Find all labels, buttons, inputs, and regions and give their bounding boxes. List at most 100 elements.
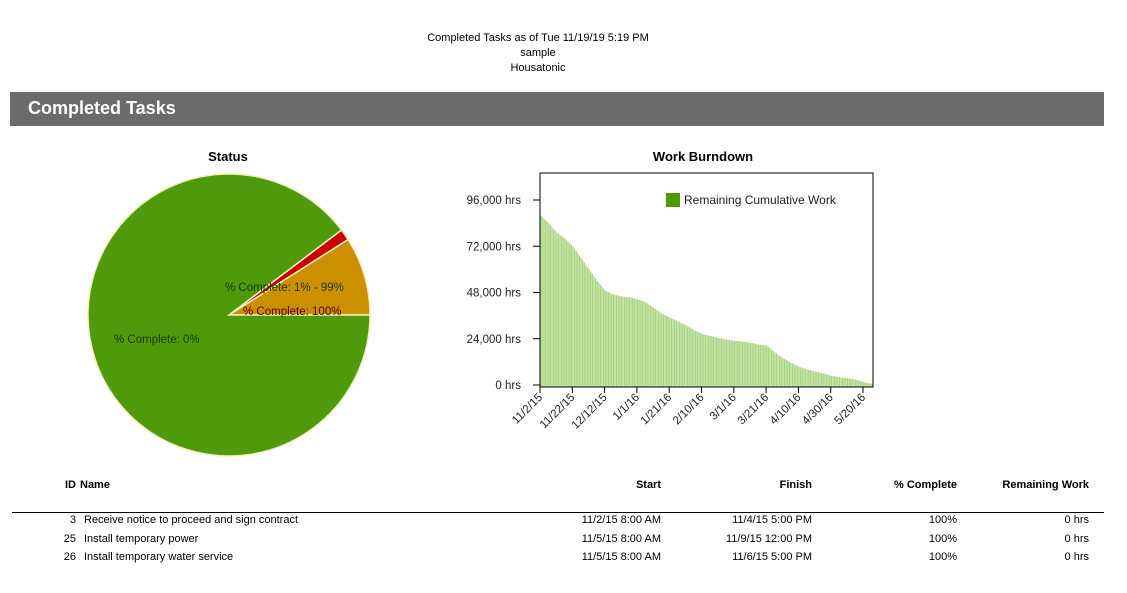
burndown-bar xyxy=(821,373,823,387)
burndown-bar xyxy=(743,341,745,387)
burndown-bar xyxy=(664,315,666,387)
burndown-bar xyxy=(712,336,715,387)
pie-slice xyxy=(87,173,371,457)
burndown-bar xyxy=(707,335,710,387)
burndown-bar xyxy=(785,359,787,387)
burndown-bar xyxy=(780,356,782,387)
burndown-bar xyxy=(856,380,858,387)
report-title: Completed Tasks as of Tue 11/19/19 5:19 … xyxy=(427,32,649,44)
burndown-bar xyxy=(665,316,668,387)
burndown-bar xyxy=(648,304,650,387)
cell-name: Install temporary power xyxy=(84,532,199,545)
burndown-bar xyxy=(596,280,598,387)
burndown-bar xyxy=(612,294,614,387)
burndown-bar xyxy=(617,295,619,387)
burndown-bar xyxy=(686,326,689,387)
burndown-bar xyxy=(560,236,563,387)
burndown-bar xyxy=(643,301,645,387)
burndown-bar xyxy=(759,344,761,387)
burndown-bar xyxy=(570,244,572,387)
burndown-bar xyxy=(769,348,771,387)
burndown-bar xyxy=(691,329,694,387)
burndown-bar xyxy=(840,377,842,387)
status-pie: % Complete: 1% - 99% % Complete: 100% % Co… xyxy=(87,173,371,457)
burndown-bar xyxy=(758,344,760,387)
burndown-bar xyxy=(659,312,661,387)
burndown-bar xyxy=(871,383,873,387)
cell-id: 25 xyxy=(63,532,76,545)
burndown-bar xyxy=(638,299,640,387)
burndown-bar xyxy=(756,344,758,387)
burndown-bar xyxy=(651,306,653,387)
burndown-bar xyxy=(746,342,749,387)
burndown-bar xyxy=(779,355,781,387)
burndown-bar xyxy=(762,345,765,387)
cell-start: 11/2/15 8:00 AM xyxy=(581,514,661,526)
burndown-bar xyxy=(751,342,753,387)
burndown-bar xyxy=(824,373,826,387)
burndown-bar xyxy=(598,282,600,387)
col-remaining-work: Remaining Work xyxy=(1002,479,1089,491)
burndown-bar xyxy=(602,288,605,387)
burndown-bar xyxy=(674,319,676,387)
burndown-bar xyxy=(825,374,828,387)
burndown-bar xyxy=(548,223,550,387)
burndown-bar xyxy=(869,383,871,387)
burndown-bar xyxy=(604,290,606,387)
burndown-bar xyxy=(801,367,803,387)
burndown-bar xyxy=(543,218,545,387)
burndown-bar xyxy=(685,325,687,387)
burndown-bar xyxy=(714,337,716,387)
burndown-bar xyxy=(607,292,610,387)
burndown-bar xyxy=(812,371,815,387)
burndown-bar xyxy=(704,334,707,387)
burndown-bar xyxy=(719,338,721,387)
report-project: sample xyxy=(520,47,556,59)
burndown-bar xyxy=(827,374,829,387)
pie-slice xyxy=(226,238,371,316)
burndown-bar xyxy=(578,255,581,387)
burndown-bar xyxy=(804,369,807,387)
cell-id: 3 xyxy=(69,514,76,526)
burndown-bar xyxy=(688,327,690,387)
cell-remaining: 0 hrs xyxy=(1064,551,1089,563)
charts: Status % Complete: 1% - 99%% Complete: 1… xyxy=(87,149,874,457)
cell-pct: 100% xyxy=(928,514,957,526)
burndown-bar xyxy=(795,365,797,387)
x-tick-label: 3/1/16 xyxy=(708,392,739,423)
burndown-bar xyxy=(672,319,674,387)
plot-frame xyxy=(539,172,874,388)
burndown-bar xyxy=(706,335,708,387)
col-name: Name xyxy=(80,479,110,491)
burndown-bar xyxy=(590,271,592,387)
burndown-bar xyxy=(657,311,660,387)
burndown-bar xyxy=(816,371,818,387)
burndown-bar xyxy=(557,233,560,387)
burndown-bar xyxy=(772,350,774,387)
burndown-bar xyxy=(559,235,561,387)
burndown-bar xyxy=(556,232,558,387)
burndown-bar xyxy=(632,298,634,387)
burndown-bar xyxy=(737,341,739,387)
burndown-bar xyxy=(788,361,791,387)
burndown-bar xyxy=(817,372,820,387)
burndown-bar xyxy=(808,369,810,387)
burndown-bar xyxy=(738,341,740,387)
burndown-bar xyxy=(851,379,853,387)
burndown-bar xyxy=(623,296,626,387)
y-tick-label: 0 hrs xyxy=(495,380,521,392)
y-tick-label: 72,000 hrs xyxy=(467,241,522,253)
cell-start: 11/5/15 8:00 AM xyxy=(581,551,661,563)
burndown-bar xyxy=(811,370,813,387)
burndown-bar xyxy=(641,300,644,387)
col-start: Start xyxy=(635,479,661,491)
burndown-bar xyxy=(630,297,632,387)
burndown-bar xyxy=(864,382,866,387)
burndown-bar xyxy=(716,337,718,387)
burndown-bar xyxy=(787,360,789,387)
burndown-bar xyxy=(594,278,597,387)
cell-finish: 11/4/15 5:00 PM xyxy=(732,514,812,526)
burndown-bar xyxy=(733,340,736,387)
burndown-bar xyxy=(669,317,671,387)
burndown-bar xyxy=(562,237,564,387)
